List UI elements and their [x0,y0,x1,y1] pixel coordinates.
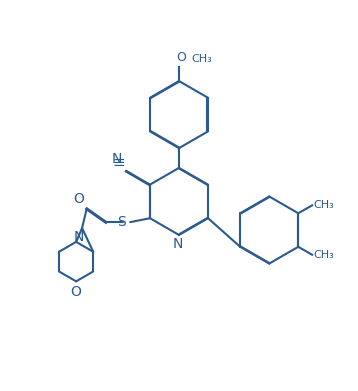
Text: CH₃: CH₃ [313,251,334,260]
Text: N: N [111,152,121,166]
Text: O: O [73,192,84,206]
Text: O: O [71,285,82,298]
Text: O: O [176,52,186,65]
Text: CH₃: CH₃ [313,199,334,210]
Text: S: S [117,215,126,229]
Text: CH₃: CH₃ [192,54,212,65]
Text: ≡: ≡ [112,155,125,170]
Text: N: N [74,230,84,244]
Text: N: N [173,237,183,251]
